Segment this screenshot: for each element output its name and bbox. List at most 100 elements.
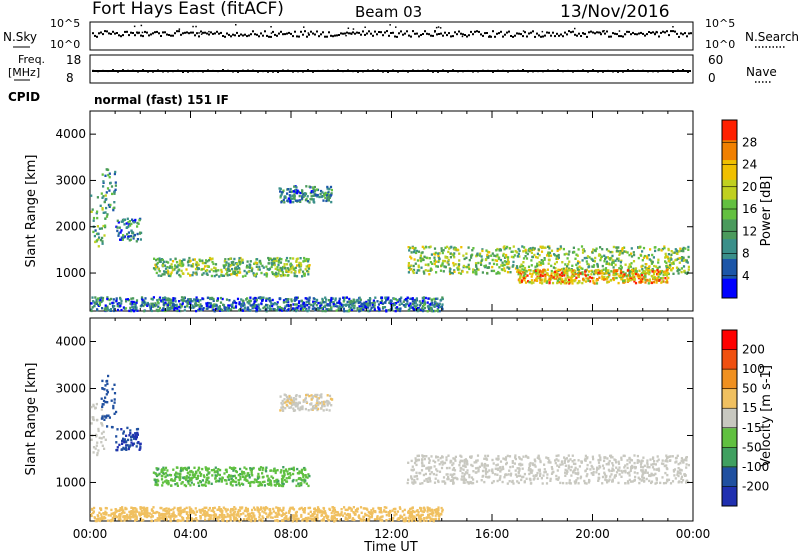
- data-cell: [380, 299, 384, 302]
- data-cell: [597, 271, 600, 274]
- data-cell: [585, 268, 588, 272]
- data-cell: [239, 260, 242, 263]
- data-cell: [410, 251, 413, 254]
- noise-point: [306, 35, 308, 38]
- data-cell: [196, 474, 199, 478]
- data-cell: [318, 195, 321, 199]
- data-cell: [403, 298, 406, 302]
- data-cell: [116, 428, 119, 431]
- nave-point: [647, 70, 649, 73]
- noise-point: [310, 30, 312, 33]
- data-cell: [391, 304, 394, 307]
- data-cell: [585, 277, 588, 280]
- data-cell: [536, 268, 539, 271]
- nsearch-tick-top: 10^5: [705, 17, 735, 30]
- data-cell: [677, 474, 680, 478]
- data-cell: [283, 475, 286, 478]
- data-cell: [132, 235, 135, 238]
- search-point: [192, 25, 194, 28]
- data-cell: [440, 247, 443, 250]
- data-cell: [638, 269, 641, 272]
- data-cell: [281, 474, 284, 478]
- data-cell: [113, 309, 116, 313]
- data-cell: [340, 303, 343, 307]
- data-cell: [640, 254, 643, 257]
- data-cell: [568, 466, 571, 469]
- data-cell: [273, 302, 276, 305]
- data-cell: [101, 415, 104, 418]
- data-cell: [555, 454, 558, 458]
- noise-point: [538, 34, 540, 37]
- data-cell: [589, 468, 592, 471]
- data-cell: [217, 468, 220, 471]
- data-cell: [497, 467, 500, 470]
- data-cell: [153, 257, 156, 260]
- data-cell: [231, 479, 235, 482]
- data-cell: [439, 269, 443, 272]
- data-cell: [289, 187, 292, 191]
- data-cell: [288, 476, 291, 480]
- data-cell: [292, 303, 295, 306]
- data-cell: [323, 404, 326, 408]
- noise-point: [230, 35, 232, 38]
- data-cell: [500, 264, 503, 267]
- data-cell: [530, 259, 533, 262]
- data-cell: [684, 247, 687, 250]
- data-cell: [315, 406, 318, 410]
- data-cell: [682, 256, 685, 259]
- search-point: [672, 26, 674, 28]
- nave-point: [682, 69, 684, 72]
- data-cell: [571, 269, 575, 272]
- data-cell: [301, 407, 304, 411]
- data-cell: [161, 468, 164, 472]
- data-cell: [642, 476, 645, 480]
- noise-point: [100, 31, 102, 34]
- data-cell: [191, 300, 194, 303]
- data-cell: [467, 482, 470, 485]
- nave-point: [237, 70, 239, 73]
- data-cell: [106, 401, 109, 404]
- data-cell: [92, 451, 95, 454]
- data-cell: [180, 466, 183, 470]
- data-cell: [326, 195, 330, 199]
- data-cell: [283, 307, 286, 310]
- nave-point: [332, 69, 334, 72]
- data-cell: [327, 299, 330, 302]
- data-cell: [576, 266, 579, 269]
- data-cell: [106, 425, 109, 428]
- data-cell: [93, 304, 96, 308]
- data-cell: [127, 221, 130, 224]
- data-cell: [304, 398, 307, 401]
- data-cell: [627, 267, 630, 271]
- data-cell: [108, 298, 111, 302]
- data-cell: [321, 403, 324, 406]
- data-cell: [618, 466, 621, 469]
- data-cell: [679, 468, 682, 471]
- data-cell: [472, 268, 475, 271]
- data-cell: [262, 475, 265, 479]
- data-cell: [450, 245, 453, 249]
- data-cell: [514, 469, 517, 472]
- data-cell: [430, 309, 433, 313]
- data-cell: [285, 263, 289, 266]
- data-cell: [303, 194, 306, 197]
- data-cell: [684, 258, 687, 262]
- data-cell: [265, 297, 268, 300]
- data-cell: [612, 245, 615, 249]
- noise-point: [668, 34, 670, 37]
- data-cell: [118, 443, 121, 447]
- data-cell: [221, 476, 224, 480]
- search-point: [350, 33, 353, 35]
- noise-point: [268, 35, 270, 38]
- data-cell: [531, 462, 534, 465]
- data-cell: [447, 476, 450, 479]
- noise-point: [592, 31, 594, 34]
- nave-point: [227, 69, 229, 72]
- data-cell: [134, 309, 137, 312]
- data-cell: [642, 246, 646, 250]
- data-cell: [232, 469, 235, 472]
- data-cell: [655, 279, 658, 282]
- data-cell: [682, 249, 685, 253]
- data-cell: [227, 307, 230, 310]
- data-cell: [372, 299, 375, 302]
